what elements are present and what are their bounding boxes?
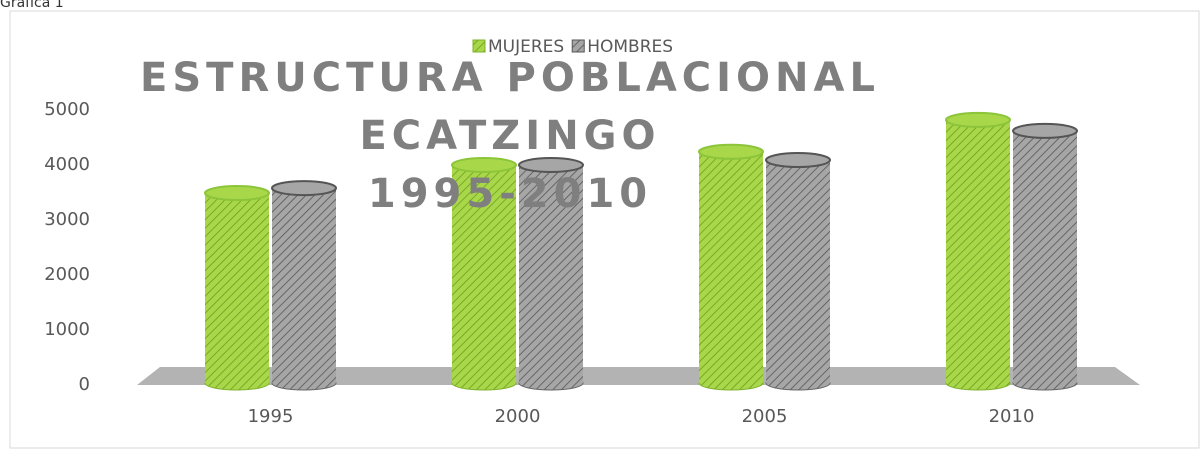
bar-top bbox=[1012, 122, 1078, 139]
bar-top bbox=[698, 143, 764, 160]
chart-title: ECATZINGO bbox=[359, 113, 660, 159]
bar-top bbox=[451, 157, 517, 173]
y-tick-label: 2000 bbox=[44, 264, 90, 285]
bar bbox=[205, 193, 269, 383]
bar-top bbox=[765, 152, 831, 169]
bar bbox=[272, 188, 336, 383]
bar bbox=[1013, 130, 1077, 383]
chart-title: ESTRUCTURA POBLACIONAL bbox=[140, 55, 880, 101]
y-tick-label: 3000 bbox=[44, 209, 90, 230]
x-tick-label: 1995 bbox=[248, 406, 294, 427]
legend-label: MUJERES bbox=[488, 37, 564, 57]
x-tick-label: 2000 bbox=[495, 406, 541, 427]
bar bbox=[519, 165, 583, 383]
bar-top bbox=[518, 157, 584, 173]
y-tick-label: 5000 bbox=[44, 99, 90, 120]
bar bbox=[946, 119, 1010, 384]
y-tick-label: 4000 bbox=[44, 154, 90, 175]
chart-title: 1995-2010 bbox=[368, 171, 652, 217]
legend-label: HOMBRES bbox=[587, 37, 673, 57]
y-tick-label: 1000 bbox=[44, 319, 90, 340]
y-tick-label: 0 bbox=[79, 374, 90, 395]
x-tick-label: 2010 bbox=[989, 406, 1035, 427]
bar-top bbox=[204, 185, 270, 202]
legend-swatch bbox=[472, 39, 486, 53]
bar bbox=[452, 165, 516, 383]
floor bbox=[137, 367, 1140, 385]
bar bbox=[766, 160, 830, 383]
bar bbox=[699, 151, 763, 383]
legend-swatch bbox=[571, 39, 585, 53]
caption: Gráfica 1 bbox=[0, 0, 64, 11]
x-tick-label: 2005 bbox=[742, 406, 788, 427]
bar-top bbox=[945, 111, 1011, 128]
bar-top bbox=[271, 180, 337, 197]
chart-frame bbox=[9, 10, 1200, 449]
